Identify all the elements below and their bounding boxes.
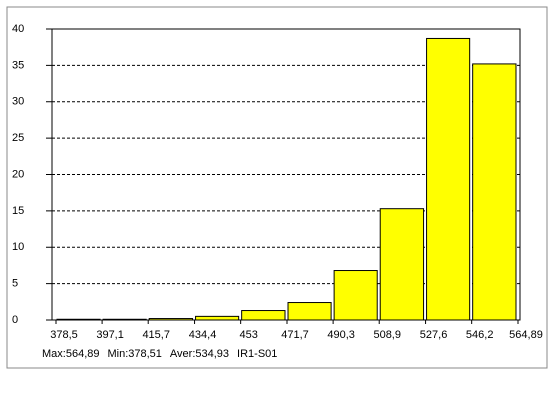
- y-tick-label: 5: [12, 278, 18, 290]
- x-tick-label: 490,3: [327, 329, 355, 341]
- bar: [472, 63, 517, 321]
- y-tick-label: 20: [12, 168, 24, 180]
- stat-label: Aver:534,93: [170, 348, 229, 360]
- x-tick-label: 378,5: [50, 329, 78, 341]
- y-tick-label: 15: [12, 205, 24, 217]
- x-tick-label: 546,2: [466, 329, 494, 341]
- x-tick-label: 397,1: [96, 329, 124, 341]
- x-tick-label: 471,7: [281, 329, 309, 341]
- bar: [102, 318, 147, 321]
- x-tick-label: 564,89: [509, 329, 543, 341]
- bar: [379, 208, 425, 321]
- x-tick-label: 508,9: [373, 329, 401, 341]
- y-tick-label: 40: [12, 23, 24, 35]
- y-tick-label: 25: [12, 132, 24, 144]
- bar: [241, 310, 286, 321]
- bar: [195, 315, 240, 321]
- bar: [287, 302, 332, 321]
- bar: [426, 37, 471, 321]
- bar: [56, 318, 101, 321]
- y-tick-label: 35: [12, 59, 24, 71]
- stat-label: Max:564,89: [42, 348, 99, 360]
- stat-label: Min:378,51: [107, 348, 161, 360]
- bar: [333, 270, 378, 321]
- x-tick-label: 434,4: [189, 329, 217, 341]
- x-tick-label: 527,6: [420, 329, 448, 341]
- x-tick-label: 415,7: [142, 329, 170, 341]
- y-tick-label: 0: [12, 314, 18, 326]
- stat-label: IR1-S01: [237, 348, 277, 360]
- y-tick-label: 30: [12, 96, 24, 108]
- x-tick-label: 453: [239, 329, 257, 341]
- bar: [148, 318, 194, 321]
- y-tick-label: 10: [12, 241, 24, 253]
